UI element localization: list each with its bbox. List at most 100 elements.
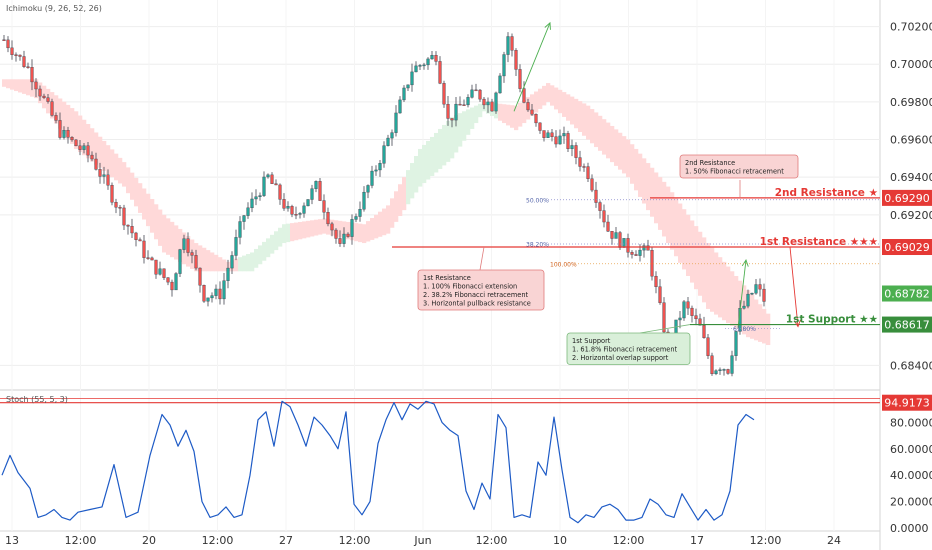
price-tick-label: 0.69400 [890,171,932,184]
cloud-segment [430,136,435,176]
cloud-segment [694,226,699,290]
cloud-segment [338,220,343,238]
cloud-segment [206,250,211,272]
cloud-segment [582,103,587,136]
cloud-segment [590,109,595,144]
cloud-segment [586,105,591,140]
cloud-segment [322,218,327,234]
candle-body [534,113,538,124]
cloud-segment [142,188,147,220]
candle-body [602,210,606,223]
cloud-segment [354,223,359,242]
candle-body [622,238,626,248]
candle-body [586,166,590,179]
cloud-segment [746,290,751,338]
cloud-segment [218,257,223,272]
candle-body [42,95,46,98]
candle-body [162,268,166,278]
cloud-segment [10,79,15,90]
candle-body [346,233,350,237]
candle-body [442,83,446,105]
candle-body [510,36,514,51]
candle-body [542,130,546,138]
cloud-segment [518,102,523,127]
candle-body [494,92,498,112]
cloud-segment [734,276,739,329]
price-tick-label: 0.68400 [890,359,932,372]
time-tick-label: 17 [690,534,704,547]
candle-body [102,174,106,177]
candle-body [178,249,182,274]
candle-body [182,238,186,250]
candle-body [554,136,558,145]
cloud-segment [418,148,423,187]
fib-label: 50.00% [526,197,549,204]
cloud-segment [130,172,135,200]
candle-body [690,307,694,316]
cloud-segment [390,198,395,228]
cloud-segment [306,220,311,238]
cloud-segment [70,108,75,144]
candle-body [746,293,750,307]
candle-body [294,214,298,216]
cloud-segment [106,145,111,175]
candle-body [638,249,642,256]
candle-body [270,174,274,184]
candle-body [378,163,382,171]
cloud-segment [386,205,391,234]
cloud-segment [698,231,703,296]
candle-body [374,169,378,172]
candle-body [598,202,602,211]
cloud-segment [222,259,227,272]
cloud-segment [650,167,655,217]
cloud-segment [274,231,279,251]
cloud-segment [250,252,255,272]
stoch-tick-label: 20.0000 [890,496,932,509]
candle-body [310,188,314,200]
candle-body [610,231,614,239]
price-tick-label: 0.70000 [890,58,932,71]
candle-body [646,245,650,251]
cloud-segment [14,79,19,92]
candle-body [66,130,70,138]
cloud-segment [638,153,643,197]
candle-body [38,88,42,97]
resistance-1-note-box [417,269,545,311]
resistance-2-price-badge: 0.69290 [884,192,930,205]
ichimoku-indicator-label: Ichimoku (9, 26, 52, 26) [6,4,102,13]
cloud-segment [718,257,723,318]
candle-body [110,185,114,203]
candle-body [238,221,242,238]
candle-body [422,64,426,67]
cloud-segment [62,101,67,134]
cloud-segment [414,156,419,193]
cloud-segment [658,177,663,230]
cloud-segment [458,113,463,147]
candle-body [570,145,574,149]
target-arrow-head [793,319,801,328]
projection-arrow [737,259,747,328]
stoch-tick-label: 0.0000 [890,522,929,535]
cloud-segment [626,139,631,178]
projection-arrow-head [544,21,551,30]
candle-body [222,280,226,300]
cloud-segment [162,214,167,253]
cloud-segment [502,104,507,124]
candle-body [242,215,246,222]
cloud-segment [278,227,283,247]
candle-body [482,98,486,106]
candle-body [418,65,422,67]
cloud-segment [202,247,207,272]
candle-body [342,233,346,244]
cloud-segment [174,225,179,260]
cloud-segment [258,245,263,265]
cloud-segment [554,87,559,110]
candle-body [142,240,146,258]
candle-body [726,369,730,374]
candle-body [14,54,18,56]
candle-body [438,61,442,84]
candle-body [262,176,266,196]
cloud-segment [90,128,95,162]
